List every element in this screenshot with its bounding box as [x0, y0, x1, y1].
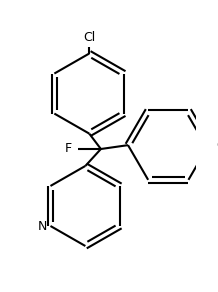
Text: Cl: Cl: [83, 31, 95, 44]
Text: Cl: Cl: [216, 139, 218, 152]
Text: F: F: [64, 142, 72, 156]
Text: N: N: [38, 220, 47, 232]
